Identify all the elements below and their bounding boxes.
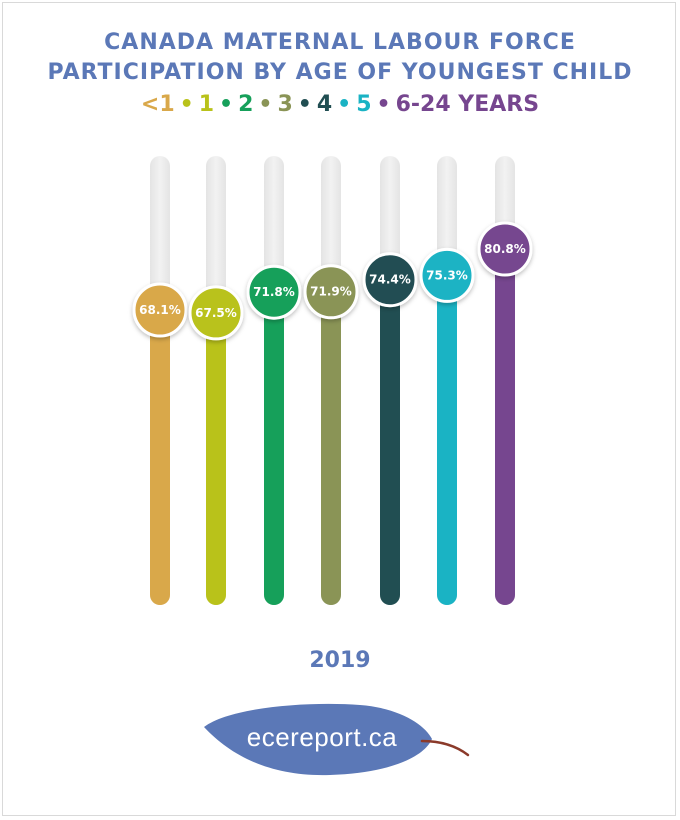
bar: [380, 279, 400, 605]
data-label: 71.8%: [253, 285, 295, 299]
value-bubble: [188, 285, 244, 341]
data-label: 74.4%: [369, 273, 411, 287]
value-bubble: [132, 282, 188, 338]
legend-entry: 5: [356, 92, 372, 117]
legend-separator: •: [337, 92, 352, 117]
value-bubble: [362, 252, 418, 308]
data-label: 67.5%: [195, 306, 237, 320]
legend-entry: 3: [277, 92, 293, 117]
legend-separator: •: [219, 92, 234, 117]
data-label: 80.8%: [484, 242, 526, 256]
bar: [206, 312, 226, 605]
bar: [495, 249, 515, 605]
value-bubble: [246, 264, 302, 320]
legend-entry: 1: [198, 92, 215, 117]
year-label: 2019: [309, 648, 371, 673]
bar: [437, 275, 457, 605]
bar-group: 67.5%: [188, 156, 244, 605]
bar-chart: 68.1% 67.5% 71.8% 71.9% 74.4% 75.3% 80.8%: [132, 156, 533, 605]
bar-group: 68.1%: [132, 156, 188, 605]
bar-group: 75.3%: [419, 156, 475, 605]
legend-entry: 2: [238, 92, 254, 117]
bar-group: 80.8%: [477, 156, 533, 605]
bar-group: 71.9%: [303, 156, 359, 605]
legend-separator: •: [179, 92, 194, 117]
legend: <1 • 1 • 2 • 3 • 4 • 5 • 6-24 YEARS: [0, 92, 680, 117]
legend-entry: 4: [316, 92, 333, 117]
chart-title-line-2: PARTICIPATION BY AGE OF YOUNGEST CHILD: [47, 60, 633, 85]
legend-separator: •: [376, 92, 391, 117]
legend-entry: <1: [140, 92, 175, 117]
data-label: 71.9%: [310, 285, 352, 299]
legend-separator: •: [258, 92, 273, 117]
data-label: 75.3%: [426, 268, 468, 282]
value-bubble: [419, 247, 475, 303]
legend-entry: 6-24 YEARS: [395, 92, 540, 117]
value-bubble: [303, 264, 359, 320]
bar: [321, 291, 341, 605]
logo-text: ecereport.ca: [246, 722, 398, 752]
bar-group: 71.8%: [246, 156, 302, 605]
bar: [150, 310, 170, 605]
legend-separator: •: [297, 92, 312, 117]
bar: [264, 292, 284, 605]
chart-title-line-1: CANADA MATERNAL LABOUR FORCE: [104, 30, 576, 55]
leaf-logo-icon: [204, 703, 470, 776]
data-label: 68.1%: [139, 303, 181, 317]
bar-group: 74.4%: [362, 156, 418, 605]
value-bubble: [477, 221, 533, 277]
